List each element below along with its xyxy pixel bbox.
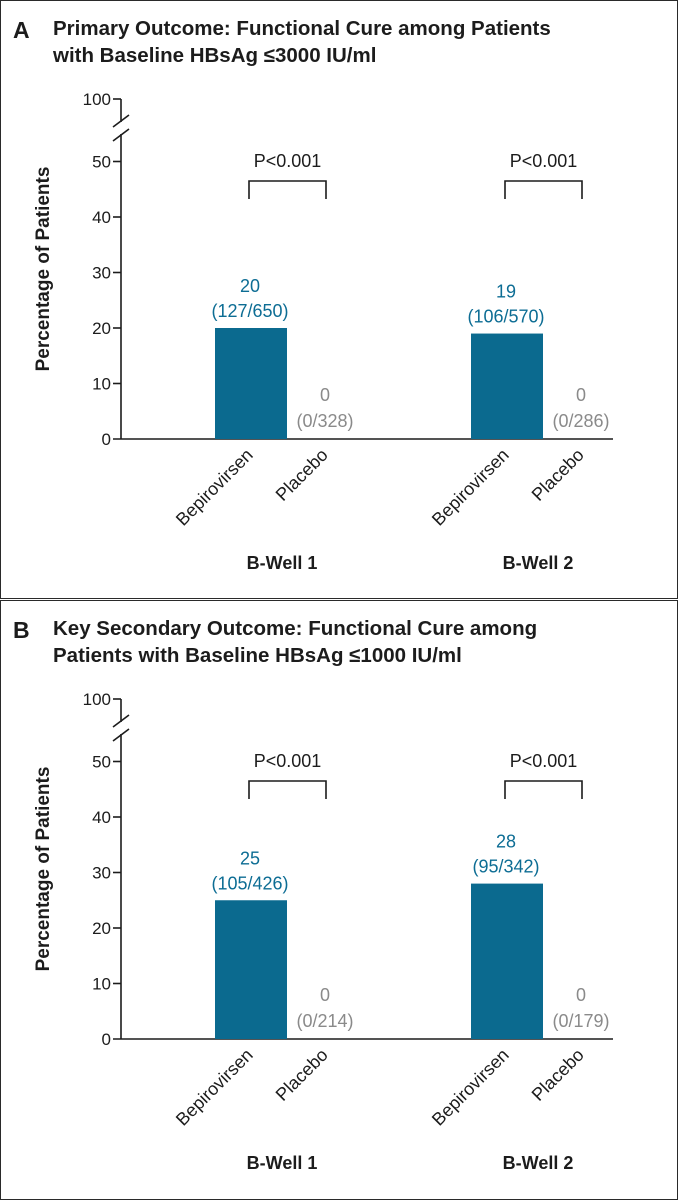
p-value-label: P<0.001	[510, 151, 578, 171]
y-tick-label: 10	[92, 375, 111, 394]
panel-b: B Key Secondary Outcome: Functional Cure…	[0, 600, 678, 1200]
bar-chart: 100 0 10 20 30 40 50 Percentage of Patients 20 (1…	[33, 90, 613, 573]
group-label: B-Well 1	[247, 553, 318, 573]
data-label-value: 0	[576, 985, 586, 1005]
significance-bracket	[248, 780, 327, 799]
x-tick-label: Bepirovirsen	[428, 445, 513, 530]
significance-bracket	[504, 780, 583, 799]
data-label-count: (106/570)	[467, 307, 544, 327]
axis-break-mark	[112, 714, 130, 728]
group-label: B-Well 2	[503, 1153, 574, 1173]
data-label-count: (0/328)	[296, 411, 353, 431]
significance-bracket	[504, 180, 583, 199]
y-tick-label: 50	[92, 753, 111, 772]
bar-chart: 100 0 10 20 30 40 50 Percentage of Patients 25 (1…	[33, 690, 613, 1173]
bar-bepirovirsen	[471, 883, 543, 1039]
data-label-count: (127/650)	[211, 301, 288, 321]
data-label-count: (95/342)	[472, 857, 539, 877]
y-tick-label: 50	[92, 153, 111, 172]
axis-break-mark	[112, 728, 130, 742]
data-label-count: (0/286)	[552, 411, 609, 431]
x-tick-label: Placebo	[528, 1045, 588, 1105]
data-label-value: 25	[240, 848, 260, 868]
data-label-value: 19	[496, 282, 516, 302]
y-tick-label: 40	[92, 808, 111, 827]
axis-break-mark	[112, 128, 130, 142]
panel-letter: A	[13, 17, 30, 43]
significance-bracket	[248, 180, 327, 199]
chart-title: Primary Outcome: Functional Cure among P…	[53, 15, 653, 69]
y-tick-label: 20	[92, 919, 111, 938]
y-axis-label: Percentage of Patients	[33, 167, 54, 372]
y-tick-label: 20	[92, 319, 111, 338]
bar-bepirovirsen	[215, 900, 287, 1039]
data-label-value: 0	[320, 985, 330, 1005]
y-tick-label: 30	[92, 264, 111, 283]
chart-title-line: Patients with Baseline HBsAg ≤1000 IU/ml	[53, 644, 462, 667]
y-tick-label: 100	[83, 690, 111, 709]
y-axis-label: Percentage of Patients	[33, 767, 54, 972]
bar-bepirovirsen	[215, 328, 287, 439]
chart-title-line: with Baseline HBsAg ≤3000 IU/ml	[53, 44, 377, 67]
data-label-count: (0/214)	[296, 1011, 353, 1031]
panel-letter: B	[13, 617, 30, 643]
chart-title-line: Key Secondary Outcome: Functional Cure a…	[53, 617, 538, 640]
chart-title-line: Primary Outcome: Functional Cure among P…	[53, 17, 551, 40]
bar-bepirovirsen	[471, 333, 543, 439]
p-value-label: P<0.001	[254, 751, 322, 771]
y-tick-label: 10	[92, 975, 111, 994]
y-tick-label: 100	[83, 90, 111, 109]
x-tick-label: Placebo	[528, 445, 588, 505]
p-value-label: P<0.001	[510, 751, 578, 771]
data-label-count: (0/179)	[552, 1011, 609, 1031]
data-label-value: 28	[496, 832, 516, 852]
chart-title: Key Secondary Outcome: Functional Cure a…	[53, 615, 653, 669]
x-tick-label: Placebo	[272, 1045, 332, 1105]
data-label-count: (105/426)	[211, 873, 288, 893]
panel-a: A Primary Outcome: Functional Cure among…	[0, 0, 678, 599]
data-label-value: 20	[240, 276, 260, 296]
x-tick-label: Placebo	[272, 445, 332, 505]
x-tick-label: Bepirovirsen	[172, 445, 257, 530]
data-label-value: 0	[576, 385, 586, 405]
y-tick-label: 0	[102, 430, 111, 449]
x-tick-label: Bepirovirsen	[172, 1045, 257, 1130]
axis-break-mark	[112, 114, 130, 128]
y-tick-label: 30	[92, 864, 111, 883]
data-label-value: 0	[320, 385, 330, 405]
x-tick-label: Bepirovirsen	[428, 1045, 513, 1130]
p-value-label: P<0.001	[254, 151, 322, 171]
y-tick-label: 0	[102, 1030, 111, 1049]
group-label: B-Well 1	[247, 1153, 318, 1173]
y-tick-label: 40	[92, 208, 111, 227]
group-label: B-Well 2	[503, 553, 574, 573]
